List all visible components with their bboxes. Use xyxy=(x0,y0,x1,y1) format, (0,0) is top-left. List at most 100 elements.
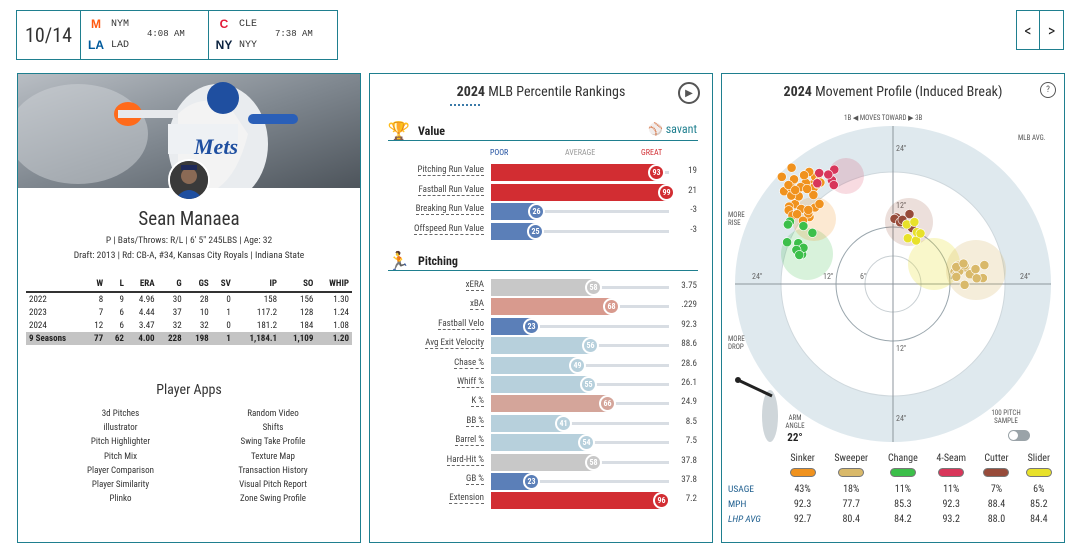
pitch-usage: 18% xyxy=(843,484,860,495)
play-icon[interactable]: ▶ xyxy=(678,82,700,104)
percentile-row[interactable]: Chase % 49 28.6 xyxy=(370,356,712,374)
stats-cell: 62 xyxy=(106,332,127,345)
percentile-circle: 99 xyxy=(658,183,675,201)
player-app-link[interactable]: Zone Swing Profile xyxy=(239,494,307,505)
player-panel: Mets Sean Manaea P | Bats/Throws: R/L | … xyxy=(17,73,361,543)
percentile-row[interactable]: xBA 68 .229 xyxy=(370,297,712,316)
player-app-link[interactable]: Texture Map xyxy=(251,451,295,462)
percentile-row[interactable]: Offspeed Run Value 25 -3 xyxy=(370,222,712,240)
percentile-row[interactable]: BB % 41 8.5 xyxy=(370,414,712,432)
player-app-link[interactable]: Swing Take Profile xyxy=(240,437,306,448)
percentile-row[interactable]: Pitching Run Value 93 19 xyxy=(370,163,712,181)
mlb-avg-label: MLB AVG. xyxy=(1018,134,1046,142)
player-app-link[interactable]: Pitch Mix xyxy=(103,451,138,462)
movement-point xyxy=(783,180,794,190)
percentile-row[interactable]: Fastball Velo 23 92.3 xyxy=(370,317,712,335)
percentile-circle: 26 xyxy=(528,203,545,220)
stats-cell: 1.20 xyxy=(316,332,352,345)
arm-angle-value: 22° xyxy=(787,431,803,444)
pitch-swatch[interactable] xyxy=(781,466,823,482)
game-time: 4:08 AM xyxy=(147,29,185,39)
movement-point xyxy=(794,250,805,260)
stats-cell: 1.24 xyxy=(333,307,349,318)
percentile-circle: 56 xyxy=(582,337,599,355)
percentile-value: 7.2 xyxy=(685,494,697,505)
stats-header-cell: W xyxy=(85,277,107,293)
pitch-swatch[interactable] xyxy=(1018,466,1060,482)
percentile-circle: 55 xyxy=(580,376,597,393)
stats-cell: 0 xyxy=(226,320,231,331)
percentile-circle: 96 xyxy=(653,492,670,510)
sample-toggle[interactable] xyxy=(1008,430,1030,441)
help-icon[interactable]: ? xyxy=(1040,82,1056,98)
pitch-swatch[interactable] xyxy=(824,466,879,482)
player-app-link[interactable]: illustrator xyxy=(103,423,138,434)
player-app-link[interactable]: Player Comparison xyxy=(87,465,154,476)
percentile-panel: 2024 MLB Percentile Rankings ▶ 🏆 Value ⚾ … xyxy=(369,73,713,543)
pitch-swatch[interactable] xyxy=(879,466,927,482)
movement-point xyxy=(782,237,792,248)
pitch-lhp-avg: 88.0 xyxy=(987,514,1006,525)
percentile-label: Pitching Run Value xyxy=(417,165,484,176)
stats-header-cell: ERA xyxy=(126,277,158,293)
stats-cell: 77 xyxy=(85,332,107,345)
percentile-bar xyxy=(491,453,594,471)
player-app-link[interactable]: Visual Pitch Report xyxy=(239,480,307,491)
pitch-mph: 92.3 xyxy=(942,499,960,510)
percentile-row[interactable]: Whiff % 55 26.1 xyxy=(370,375,712,393)
percentile-row[interactable]: Avg Exit Velocity 56 88.6 xyxy=(370,336,712,355)
next-button[interactable]: > xyxy=(1040,10,1064,50)
stats-cell: 3.47 xyxy=(138,320,155,331)
percentile-circle: 68 xyxy=(603,298,620,316)
percentile-value: 28.6 xyxy=(681,358,697,369)
percentile-value: .229 xyxy=(681,300,697,311)
movement-point xyxy=(970,264,981,274)
percentile-row[interactable]: Fastball Run Value 99 21 xyxy=(370,183,712,201)
movement-point xyxy=(904,209,915,219)
percentile-bar xyxy=(491,298,612,316)
movement-point xyxy=(802,184,812,194)
percentile-label: K % xyxy=(471,396,484,408)
percentile-label: Avg Exit Velocity xyxy=(425,338,484,350)
player-app-link[interactable]: Plinko xyxy=(109,494,132,505)
player-app-link[interactable]: Transaction History xyxy=(238,465,308,476)
percentile-row[interactable]: Barrel % 54 7.5 xyxy=(370,433,712,452)
movement-chart: 24" 12" 12" 24" 24" 12" 6" 12" 24" xyxy=(735,126,1051,442)
more-drop-label: MORE DROP xyxy=(728,335,745,351)
player-app-link[interactable]: Random Video xyxy=(247,409,299,419)
prev-button[interactable]: < xyxy=(1016,10,1040,50)
player-app-link[interactable]: Pitch Highlighter xyxy=(90,437,151,448)
savant-logo[interactable]: ⚾ savant xyxy=(648,122,697,136)
percentile-circle: 58 xyxy=(585,279,602,296)
player-app-link[interactable]: Shifts xyxy=(262,423,284,434)
away-team: M NYM xyxy=(91,17,130,31)
movement-point xyxy=(807,227,818,238)
percentile-row[interactable]: xERA 58 3.75 xyxy=(370,278,712,296)
percentile-row[interactable]: Breaking Run Value 26 -3 xyxy=(370,202,712,220)
percentile-value: -3 xyxy=(690,205,697,215)
svg-text:12": 12" xyxy=(823,272,834,281)
pitch-usage: 11% xyxy=(943,484,960,495)
percentile-title: 2024 MLB Percentile Rankings xyxy=(370,84,712,106)
pitch-swatch[interactable] xyxy=(927,466,975,482)
pitch-swatch[interactable] xyxy=(975,466,1017,482)
percentile-row[interactable]: Extension 96 7.2 xyxy=(370,491,712,510)
stats-cell: 128 xyxy=(300,307,314,318)
player-app-link[interactable]: 3d Pitches xyxy=(101,409,140,419)
percentile-value: 21 xyxy=(688,185,697,196)
svg-text:Mets: Mets xyxy=(193,134,238,159)
percentile-row[interactable]: Hard-Hit % 58 37.8 xyxy=(370,453,712,471)
movement-title: 2024 Movement Profile (Induced Break) xyxy=(783,84,1003,100)
movement-point xyxy=(902,233,913,244)
percentile-row[interactable]: GB % 23 37.8 xyxy=(370,472,712,490)
percentile-row[interactable]: K % 66 24.9 xyxy=(370,394,712,413)
direction-label: 1B ◀ MOVES TOWARD ▶ 3B xyxy=(844,114,923,122)
player-app-link[interactable]: Player Similarity xyxy=(91,480,150,491)
percentile-value: 92.3 xyxy=(681,319,697,330)
game-card[interactable]: M NYM LA LAD 4:08 AM xyxy=(81,11,209,59)
stats-cell: 0 xyxy=(226,294,231,305)
percentile-circle: 93 xyxy=(648,164,665,181)
percentile-value: 37.8 xyxy=(681,455,697,466)
game-card[interactable]: C CLE NY NYY 7:38 AM xyxy=(209,11,337,59)
svg-text:24": 24" xyxy=(896,144,907,153)
